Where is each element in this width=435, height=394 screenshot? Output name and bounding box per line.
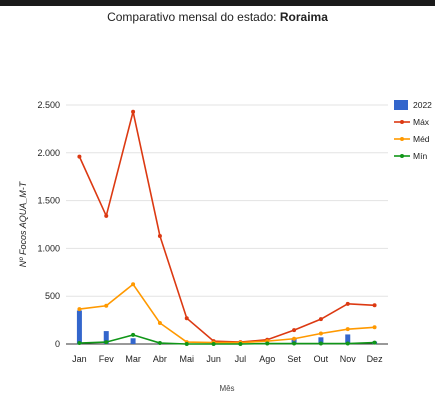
data-point bbox=[292, 341, 297, 346]
data-point bbox=[131, 332, 136, 337]
data-point bbox=[211, 342, 216, 346]
x-tick-label: Fev bbox=[99, 354, 115, 364]
data-point bbox=[131, 282, 136, 287]
series-line bbox=[79, 283, 375, 344]
y-tick-label: 500 bbox=[45, 291, 60, 301]
series-line bbox=[78, 111, 375, 343]
series-line bbox=[79, 334, 375, 345]
x-tick-label: Jun bbox=[206, 354, 221, 364]
legend-swatch bbox=[394, 100, 408, 110]
data-point bbox=[345, 327, 350, 332]
data-point bbox=[131, 109, 136, 114]
bar bbox=[103, 331, 109, 344]
data-point bbox=[265, 341, 270, 346]
data-point bbox=[292, 336, 297, 341]
legend-label: Mín bbox=[413, 151, 427, 161]
y-tick-label: 1.000 bbox=[37, 243, 60, 253]
data-point bbox=[157, 233, 162, 238]
legend-label: Méd bbox=[413, 134, 430, 144]
x-tick-label: Mar bbox=[125, 354, 141, 364]
data-point bbox=[372, 325, 377, 330]
x-tick-label: Mai bbox=[179, 354, 194, 364]
legend-label: Máx bbox=[413, 117, 430, 127]
legend-label: 2022 bbox=[413, 100, 432, 110]
data-point bbox=[238, 342, 243, 346]
y-axis-label: Nº Focos AQUA_M-T bbox=[18, 180, 28, 267]
x-tick-label: Nov bbox=[340, 354, 357, 364]
chart-title: Comparativo mensal do estado: Roraima bbox=[0, 10, 435, 24]
x-tick-label: Jul bbox=[235, 354, 247, 364]
legend-marker bbox=[400, 137, 404, 141]
data-point bbox=[77, 341, 82, 346]
data-point bbox=[77, 307, 82, 312]
bar bbox=[318, 337, 324, 344]
bar bbox=[345, 334, 351, 344]
y-tick-label: 2.500 bbox=[37, 100, 60, 110]
data-point bbox=[104, 340, 109, 345]
bar bbox=[291, 338, 297, 344]
chart-title-prefix: Comparativo mensal do estado: bbox=[107, 10, 280, 24]
y-tick-label: 0 bbox=[55, 339, 60, 349]
data-point bbox=[104, 213, 109, 218]
y-tick-label: 1.500 bbox=[37, 196, 60, 206]
legend-marker bbox=[400, 154, 404, 158]
x-axis-label: Mês bbox=[219, 384, 234, 393]
x-tick-label: Jan bbox=[72, 354, 87, 364]
data-point bbox=[292, 328, 297, 333]
data-point bbox=[345, 341, 350, 346]
legend-marker bbox=[400, 120, 404, 124]
x-tick-label: Abr bbox=[153, 354, 167, 364]
data-point bbox=[318, 341, 323, 346]
y-tick-label: 2.000 bbox=[37, 148, 60, 158]
bar bbox=[130, 338, 136, 344]
chart-title-state: Roraima bbox=[279, 10, 328, 24]
data-point bbox=[372, 340, 377, 345]
top-bar bbox=[0, 0, 435, 6]
data-point bbox=[318, 331, 323, 336]
data-point bbox=[104, 303, 109, 308]
x-tick-label: Dez bbox=[367, 354, 384, 364]
x-tick-label: Set bbox=[287, 354, 301, 364]
data-point bbox=[372, 303, 377, 308]
data-point bbox=[157, 341, 162, 346]
x-tick-label: Ago bbox=[259, 354, 275, 364]
data-point bbox=[157, 320, 162, 325]
data-point bbox=[345, 301, 350, 306]
data-point bbox=[184, 316, 189, 321]
data-point bbox=[318, 317, 323, 322]
x-tick-label: Out bbox=[314, 354, 329, 364]
data-point bbox=[184, 342, 189, 346]
data-point bbox=[77, 154, 82, 159]
bar bbox=[76, 310, 82, 344]
